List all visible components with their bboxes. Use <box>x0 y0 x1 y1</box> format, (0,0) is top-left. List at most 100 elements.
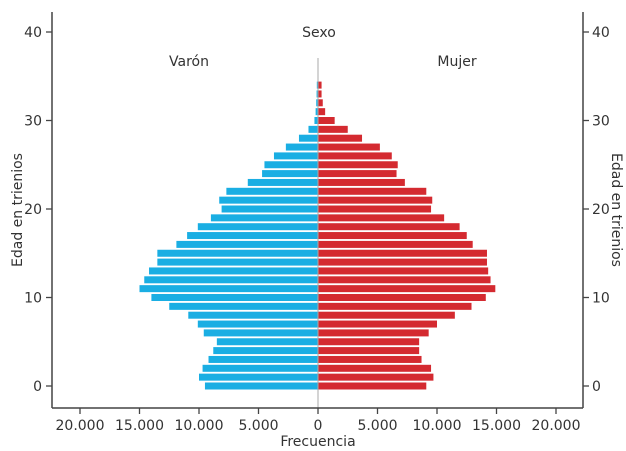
mujer-bar-age-19 <box>318 214 445 222</box>
mujer-bar-age-2 <box>318 364 432 372</box>
mujer-bar-age-4 <box>318 347 420 355</box>
x-tick-label-7: 15.000 <box>472 418 521 434</box>
varon-bar-age-8 <box>188 311 318 319</box>
x-tick-label-6: 10.000 <box>413 418 462 434</box>
varon-bar-age-20 <box>221 205 318 213</box>
left-y-tick-label-10: 10 <box>24 291 42 307</box>
varon-bar-age-18 <box>197 223 318 231</box>
mujer-bar-age-11 <box>318 285 496 293</box>
varon-bar-age-19 <box>210 214 318 222</box>
mujer-bar-age-27 <box>318 143 380 151</box>
chart-title: Sexo <box>302 25 336 41</box>
varon-bar-age-0 <box>204 382 318 390</box>
x-tick-label-5: 5.000 <box>357 418 397 434</box>
series-label-varon: Varón <box>169 54 209 70</box>
right-y-tick-label-10: 10 <box>592 291 610 307</box>
varon-bar-age-23 <box>247 178 318 186</box>
mujer-bar-age-21 <box>318 196 433 204</box>
varon-bar-age-27 <box>285 143 318 151</box>
varon-bar-age-12 <box>144 276 318 284</box>
left-y-tick-label-0: 0 <box>33 379 42 395</box>
mujer-bar-age-24 <box>318 170 397 178</box>
mujer-bars <box>318 81 496 390</box>
varon-bar-age-29 <box>308 125 318 133</box>
mujer-bar-age-0 <box>318 382 427 390</box>
right-y-tick-label-0: 0 <box>592 379 601 395</box>
varon-bar-age-4 <box>213 347 318 355</box>
varon-bar-age-17 <box>187 232 318 240</box>
x-tick-label-1: 15.000 <box>115 418 164 434</box>
varon-bar-age-31 <box>315 108 318 116</box>
mujer-bar-age-10 <box>318 294 486 301</box>
mujer-bar-age-20 <box>318 205 432 213</box>
varon-bar-age-10 <box>151 294 318 301</box>
mujer-bar-age-15 <box>318 249 487 257</box>
varon-bar-age-28 <box>298 134 318 142</box>
varon-bar-age-24 <box>262 170 318 178</box>
x-ticks: 20.000 15.000 10.000 5.000 0 5.000 10.000 15.00… <box>56 408 581 434</box>
varon-bar-age-21 <box>219 196 318 204</box>
left-y-ticks: 0 10 20 30 40 <box>24 25 52 395</box>
varon-bar-age-6 <box>203 329 318 337</box>
varon-bar-age-34 <box>316 81 318 89</box>
x-tick-label-4: 0 <box>314 418 323 434</box>
mujer-bar-age-17 <box>318 232 467 240</box>
varon-bar-age-26 <box>273 152 318 160</box>
mujer-bar-age-31 <box>318 108 326 116</box>
mujer-bar-age-29 <box>318 125 348 133</box>
varon-bar-age-7 <box>197 320 318 328</box>
varon-bar-age-9 <box>169 302 318 310</box>
mujer-bar-age-16 <box>318 240 473 248</box>
mujer-bar-age-34 <box>318 81 322 89</box>
mujer-bar-age-22 <box>318 187 427 195</box>
right-y-tick-label-40: 40 <box>592 25 610 41</box>
mujer-bar-age-7 <box>318 320 437 328</box>
mujer-bar-age-28 <box>318 134 363 142</box>
left-y-tick-label-40: 40 <box>24 25 42 41</box>
varon-bar-age-13 <box>149 267 318 275</box>
varon-bar-age-30 <box>314 117 318 124</box>
left-y-tick-label-30: 30 <box>24 114 42 130</box>
mujer-bar-age-18 <box>318 223 460 231</box>
mujer-bar-age-25 <box>318 161 398 169</box>
x-axis-label: Frecuencia <box>280 434 355 450</box>
right-y-tick-label-30: 30 <box>592 114 610 130</box>
mujer-bar-age-3 <box>318 355 422 363</box>
right-y-ticks: 0 10 20 30 40 <box>583 25 610 395</box>
varon-bar-age-33 <box>316 90 318 98</box>
mujer-bar-age-26 <box>318 152 392 160</box>
varon-bar-age-25 <box>264 161 318 169</box>
x-tick-label-0: 20.000 <box>56 418 105 434</box>
mujer-bar-age-23 <box>318 178 405 186</box>
mujer-bar-age-30 <box>318 117 335 124</box>
varon-bar-age-16 <box>176 240 318 248</box>
mujer-bar-age-14 <box>318 258 487 266</box>
x-tick-label-8: 20.000 <box>532 418 581 434</box>
mujer-bar-age-5 <box>318 338 420 346</box>
varon-bar-age-15 <box>157 249 318 257</box>
varon-bar-age-22 <box>226 187 318 195</box>
varon-bars <box>139 81 318 390</box>
mujer-bar-age-33 <box>318 90 322 98</box>
y-axis-label-right: Edad en trienios <box>608 153 624 267</box>
varon-bar-age-32 <box>316 99 318 107</box>
mujer-bar-age-12 <box>318 276 491 284</box>
series-label-mujer: Mujer <box>437 54 476 70</box>
x-tick-label-3: 5.000 <box>238 418 278 434</box>
mujer-bar-age-13 <box>318 267 489 275</box>
y-axis-label-left: Edad en trienios <box>10 153 26 267</box>
mujer-bar-age-32 <box>318 99 323 107</box>
mujer-bar-age-1 <box>318 373 434 381</box>
mujer-bar-age-8 <box>318 311 455 319</box>
varon-bar-age-14 <box>157 258 318 266</box>
varon-bar-age-1 <box>199 373 318 381</box>
varon-bar-age-3 <box>208 355 318 363</box>
right-y-tick-label-20: 20 <box>592 202 610 218</box>
mujer-bar-age-9 <box>318 302 472 310</box>
varon-bar-age-2 <box>202 364 318 372</box>
varon-bar-age-5 <box>216 338 318 346</box>
left-y-tick-label-20: 20 <box>24 202 42 218</box>
varon-bar-age-11 <box>139 285 318 293</box>
